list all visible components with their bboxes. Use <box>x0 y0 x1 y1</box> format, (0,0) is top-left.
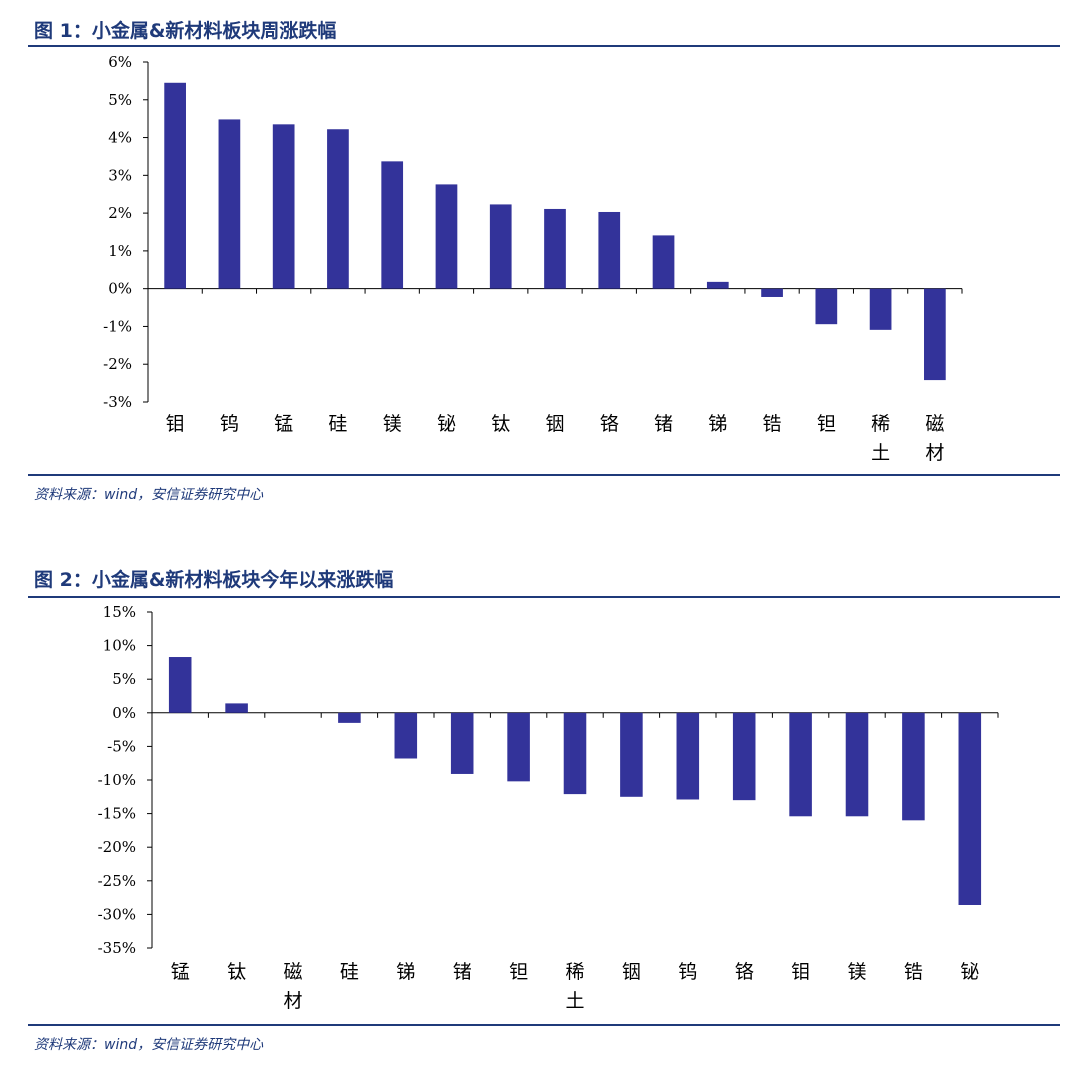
y-tick-label: 2% <box>108 204 132 222</box>
y-tick-label: 10% <box>103 637 136 655</box>
x-category-label: 铋 <box>437 413 456 435</box>
bar-铬 <box>598 211 621 289</box>
x-category-label: 锑 <box>708 413 727 435</box>
x-category-label: 材 <box>925 442 944 464</box>
x-category-label: 铟 <box>622 961 641 983</box>
y-tick-label: 5% <box>112 670 136 688</box>
figure-1-title: 图 1：小金属&新材料板块周涨跌幅 <box>34 20 337 42</box>
x-category-label: 钨 <box>678 961 697 983</box>
figure-1-bar-chart: 6% 5% 4% 3% 2% 1% 0% -1% -2% -3% 钼 钨 锰 硅 镁 铋 钛 铟 铬 锗 锑 锆 钽 稀土 磁材 <box>103 53 963 464</box>
bar-铟 <box>620 712 643 797</box>
x-category-label: 铋 <box>960 961 979 983</box>
y-tick-label: -35% <box>98 939 136 957</box>
x-category-label: 镁 <box>847 961 866 983</box>
x-category-label: 锆 <box>763 413 782 435</box>
y-tick-label: 5% <box>108 91 132 109</box>
y-tick-label: -20% <box>98 838 136 856</box>
y-tick-label: -5% <box>107 737 136 755</box>
x-category-label: 钨 <box>220 413 239 435</box>
x-category-label: 稀 <box>565 961 584 983</box>
bar-锗 <box>450 712 474 774</box>
bar-稀土 <box>869 288 892 330</box>
bar-锆 <box>902 712 925 821</box>
x-category-label: 钛 <box>491 413 510 435</box>
y-tick-label: 15% <box>103 603 136 621</box>
bar-稀土 <box>563 712 587 795</box>
x-category-label: 钼 <box>166 413 185 435</box>
y-tick-label: 0% <box>108 280 132 298</box>
bar-锰 <box>168 657 192 713</box>
bar-磁材 <box>924 288 946 381</box>
x-category-label: 锆 <box>904 961 923 983</box>
bar-铋 <box>958 712 982 905</box>
figure-2-bottom-rule <box>28 1024 1060 1026</box>
y-tick-label: 1% <box>108 242 132 260</box>
x-category-label: 锰 <box>274 413 293 435</box>
x-category-label: 钼 <box>791 961 810 983</box>
bar-锗 <box>652 235 675 289</box>
figure-2-title: 图 2：小金属&新材料板块今年以来涨跌幅 <box>34 569 394 591</box>
x-category-label: 铬 <box>735 961 754 983</box>
bar-硅 <box>338 712 361 723</box>
bar-锆 <box>761 288 783 297</box>
bar-钛 <box>489 204 512 289</box>
bar-铬 <box>732 712 756 801</box>
x-category-label: 硅 <box>328 413 347 435</box>
bar-钽 <box>815 288 838 325</box>
x-category-label: 土 <box>871 442 890 464</box>
y-tick-label: -3% <box>103 393 132 411</box>
figure-2-top-rule <box>28 596 1060 598</box>
y-tick-label: -1% <box>103 317 132 335</box>
x-category-label: 锗 <box>654 413 673 435</box>
figure-2-source: 资料来源：wind，安信证券研究中心 <box>34 1037 264 1053</box>
figure-2-bar-chart: 15% 10% 5% 0% -5% -10% -15% -20% -25% -30% -35% 锰 钛 磁… <box>98 603 999 1012</box>
bar-钨 <box>676 712 700 800</box>
x-category-label: 磁 <box>283 961 302 983</box>
x-category-label: 钽 <box>509 961 528 983</box>
bar-钼 <box>789 712 812 817</box>
x-category-label: 镁 <box>383 413 402 435</box>
x-category-label: 钛 <box>227 961 246 983</box>
y-tick-label: 3% <box>108 166 132 184</box>
figure-1-source: 资料来源：wind，安信证券研究中心 <box>34 487 264 503</box>
bar-钨 <box>218 119 241 289</box>
x-category-label: 锑 <box>396 961 415 983</box>
y-tick-label: -30% <box>98 905 136 923</box>
x-category-label: 磁 <box>925 413 944 435</box>
x-category-label: 土 <box>565 990 584 1012</box>
figure-1-top-rule <box>28 45 1060 47</box>
bar-锑 <box>394 712 418 759</box>
bar-铟 <box>544 208 566 289</box>
y-tick-label: 4% <box>108 129 132 147</box>
x-category-label: 铬 <box>600 413 619 435</box>
x-category-label: 钽 <box>817 413 836 435</box>
y-tick-label: -2% <box>103 355 132 373</box>
x-category-label: 铟 <box>545 413 564 435</box>
y-tick-label: -15% <box>98 805 136 823</box>
y-tick-label: -25% <box>98 872 136 890</box>
bar-钛 <box>225 703 248 713</box>
bar-镁 <box>381 161 404 289</box>
bar-钽 <box>507 712 530 782</box>
x-category-label: 锗 <box>453 961 472 983</box>
bar-铋 <box>435 184 458 289</box>
y-tick-label: 6% <box>108 53 132 71</box>
bar-锰 <box>272 124 295 289</box>
x-category-label: 材 <box>283 990 302 1012</box>
x-category-label: 锰 <box>171 961 190 983</box>
bar-钼 <box>164 82 186 289</box>
bar-镁 <box>845 712 869 817</box>
bar-硅 <box>327 129 349 289</box>
y-tick-label: -10% <box>98 771 136 789</box>
x-category-label: 稀 <box>871 413 890 435</box>
figure-1-bottom-rule <box>28 474 1060 476</box>
bar-锑 <box>706 281 729 289</box>
x-category-label: 硅 <box>340 961 359 983</box>
y-tick-label: 0% <box>112 704 136 722</box>
